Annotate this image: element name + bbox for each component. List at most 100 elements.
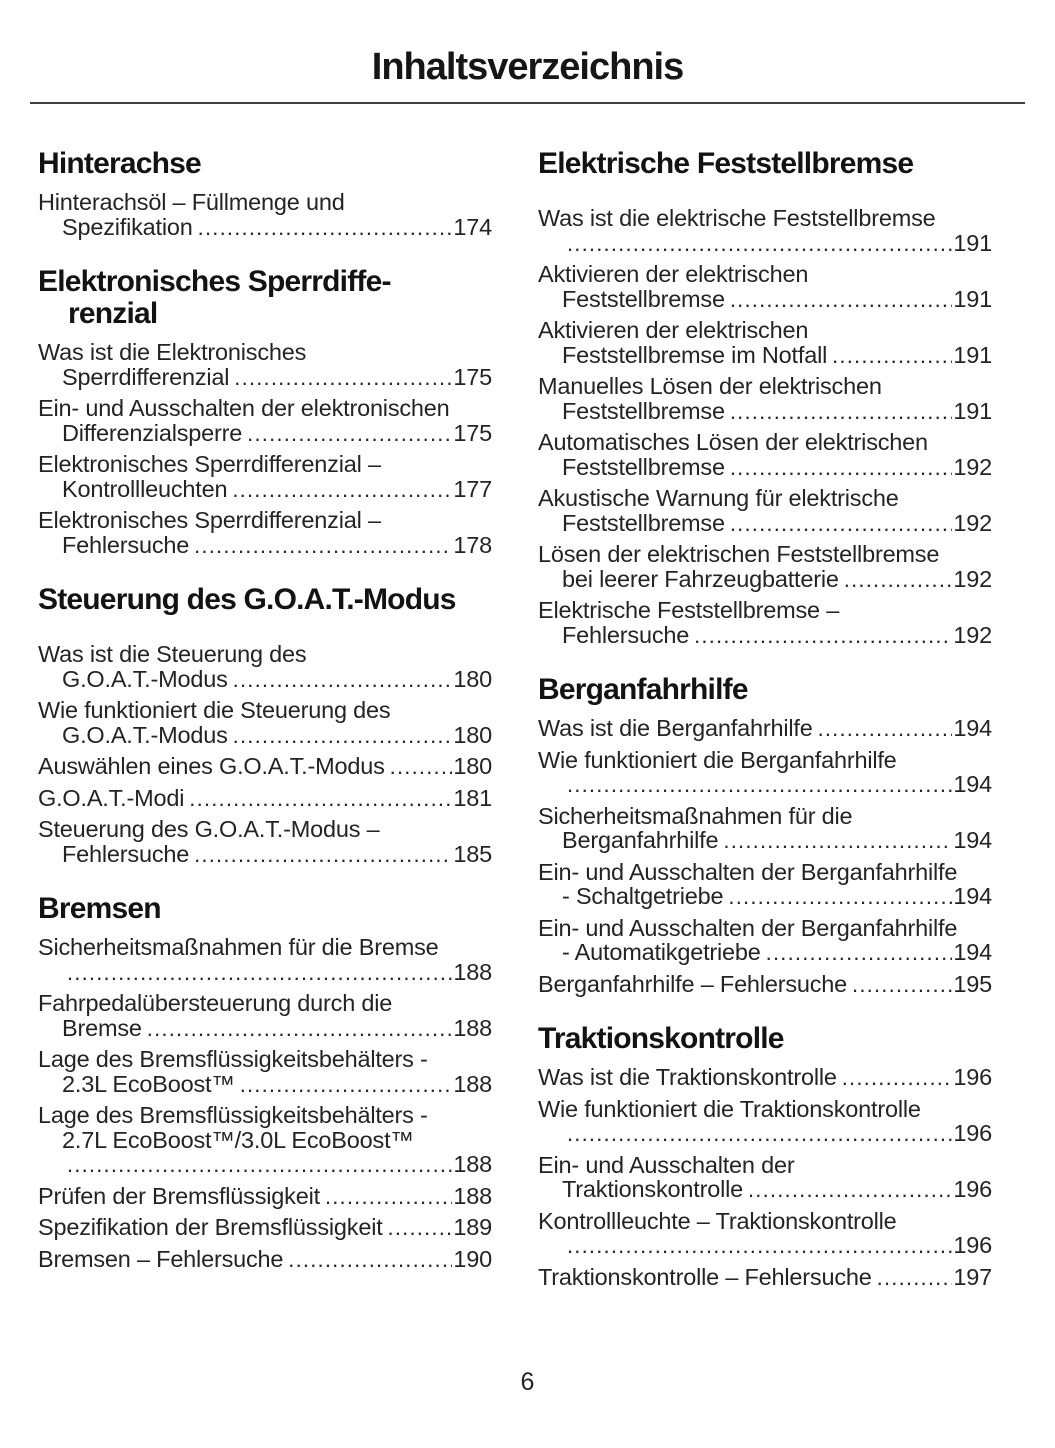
toc-entry-text: Manuelles Lösen der elektrischen <box>538 373 882 399</box>
toc-entry-line: Fehlersuche 178 <box>38 531 492 559</box>
page-ref: 194 <box>953 827 992 853</box>
toc-entry: Prüfen der Bremsflüssigkeit 188 <box>38 1183 492 1210</box>
leader-dots <box>766 940 953 966</box>
leader-dots <box>832 343 952 369</box>
toc-entry-text: Spezifikation der Bremsflüssigkeit <box>38 1214 383 1240</box>
leader-dots <box>730 399 953 425</box>
toc-entry: G.O.A.T.-Modi 181 <box>38 784 492 812</box>
toc-entry-text: Sicherheitsmaßnahmen für die Bremse <box>38 934 439 960</box>
toc-entry-text: Ein- und Ausschalten der elektronischen <box>38 395 450 421</box>
toc-entry-line: 188 <box>38 959 492 986</box>
section-heading: Hinterachse <box>38 148 492 180</box>
toc-entry: Sicherheitsmaßnahmen für die Berganfahrhi… <box>538 802 992 854</box>
section-heading: Steuerung des G.O.A.T.-Modus <box>38 584 492 616</box>
leader-dots <box>147 1016 453 1042</box>
page-ref: 192 <box>953 621 992 648</box>
toc-entry: Elektronisches Sperrdifferenzial – Kontro… <box>38 452 492 502</box>
toc-entry-text: Fehlersuche <box>62 531 190 558</box>
toc-entry-text: Differenzialsperre <box>62 419 243 446</box>
page-ref: 189 <box>453 1214 492 1240</box>
toc-entry-line: Feststellbremse 192 <box>538 509 992 537</box>
toc-entry-text: Was ist die Traktionskontrolle <box>538 1064 837 1090</box>
toc-columns: Hinterachse Hinterachsöl – Füllmenge und S… <box>0 104 1055 1296</box>
toc-entry-text: Ein- und Ausschalten der Berganfahrhilfe <box>538 858 958 885</box>
toc-entry-line: Kontrollleuchte – Traktionskontrolle <box>538 1207 992 1234</box>
toc-entry-line: Was ist die Berganfahrhilfe 194 <box>538 716 992 742</box>
toc-entry-line: Wie funktioniert die Berganfahrhilfe <box>538 747 992 773</box>
leader-dots <box>234 365 452 391</box>
section-heading-line: Elektrische Feststellbremse <box>538 147 914 180</box>
toc-entry-text: Fehlersuche <box>562 621 690 648</box>
toc-entry-line: Was ist die Traktionskontrolle 196 <box>538 1065 992 1091</box>
toc-entry-text: Feststellbremse <box>562 397 725 424</box>
leader-dots <box>694 623 952 649</box>
toc-entry-text: Steuerung des G.O.A.T.-Modus – <box>38 816 380 842</box>
toc-entry-text: Feststellbremse <box>562 453 725 480</box>
toc-entry-line: 2.7L EcoBoost™/3.0L EcoBoost™ <box>38 1127 492 1153</box>
leader-dots <box>288 1247 452 1273</box>
toc-entry-text: G.O.A.T.-Modus <box>62 721 228 748</box>
toc-entry-line: Sicherheitsmaßnahmen für die <box>538 802 992 829</box>
leader-dots <box>240 1072 453 1098</box>
toc-section: Bremsen Sicherheitsmaßnahmen für die Brem… <box>38 893 492 1272</box>
leader-dots <box>567 772 952 798</box>
toc-entry-line: Feststellbremse 191 <box>538 397 992 425</box>
toc-section: Elektrische Feststellbremse Was ist die e… <box>538 148 992 648</box>
section-heading: Elektrische Feststellbremse <box>538 148 992 180</box>
section-heading-line: Hinterachse <box>38 147 202 180</box>
section-heading-line: Berganfahrhilfe <box>538 673 749 706</box>
toc-entry-line: Wie funktioniert die Steuerung des <box>38 698 492 723</box>
toc-entry-line: Sicherheitsmaßnahmen für die Bremse <box>38 935 492 960</box>
toc-entry-line: Automatisches Lösen der elektrischen <box>538 430 992 455</box>
toc-entry-line: Spezifikation der Bremsflüssigkeit 189 <box>38 1215 492 1241</box>
toc-entry-text: Kontrollleuchte – Traktionskontrolle <box>538 1207 897 1234</box>
toc-entry-text: Elektronisches Sperrdifferenzial – <box>38 507 381 533</box>
toc-entry-line: 194 <box>538 772 992 798</box>
toc-entry-line: G.O.A.T.-Modus 180 <box>38 721 492 749</box>
page-ref: 192 <box>953 509 992 536</box>
toc-entry: Berganfahrhilfe – Fehlersuche 195 <box>538 971 992 998</box>
toc-entry-text: Berganfahrhilfe <box>562 827 719 853</box>
toc-entry: Spezifikation der Bremsflüssigkeit 189 <box>38 1215 492 1241</box>
toc-entry-text: G.O.A.T.-Modi <box>38 784 185 811</box>
toc-entry-text: Aktivieren der elektrischen <box>538 261 809 287</box>
toc-entry-line: Fehlersuche 192 <box>538 621 992 649</box>
page-title: Inhaltsverzeichnis <box>371 46 684 88</box>
toc-entry-line: Manuelles Lösen der elektrischen <box>538 374 992 399</box>
toc-entry-line: Was ist die elektrische Feststellbremse <box>538 206 992 231</box>
toc-entry-text: Elektronisches Sperrdifferenzial – <box>38 451 381 477</box>
toc-entry-text: Sicherheitsmaßnahmen für die <box>538 802 853 829</box>
toc-entry-line: - Automatikgetriebe 194 <box>538 940 992 966</box>
toc-entry-line: Wie funktioniert die Traktionskontrolle <box>538 1096 992 1122</box>
toc-entry-line: 191 <box>538 230 992 257</box>
toc-entry-line: Ein- und Ausschalten der elektronischen <box>38 396 492 421</box>
section-heading-line: Steuerung des G.O.A.T.-Modus <box>38 583 456 616</box>
toc-entry-text: - Automatikgetriebe <box>562 939 761 965</box>
toc-column-2: Elektrische Feststellbremse Was ist die e… <box>538 148 992 1296</box>
page-ref: 190 <box>453 1245 492 1272</box>
toc-entry: Wie funktioniert die Berganfahrhilfe 194 <box>538 747 992 798</box>
toc-entry-text: Kontrollleuchten <box>62 475 228 502</box>
toc-entry-line: Bremse 188 <box>38 1015 492 1042</box>
toc-entry-line: Feststellbremse 191 <box>538 286 992 313</box>
toc-section: Berganfahrhilfe Was ist die Berganfahrhil… <box>538 674 992 997</box>
toc-entry-line: Elektronisches Sperrdifferenzial – <box>38 452 492 477</box>
toc-entry: Hinterachsöl – Füllmenge und Spezifikatio… <box>38 190 492 240</box>
toc-entry: Traktionskontrolle – Fehlersuche 197 <box>538 1264 992 1291</box>
toc-entry: Ein- und Ausschalten der Berganfahrhilfe… <box>538 858 992 910</box>
toc-entry-text: Automatisches Lösen der elektrischen <box>538 429 928 455</box>
leader-dots <box>67 1152 452 1178</box>
page-ref: 177 <box>453 475 492 502</box>
leader-dots <box>194 533 452 559</box>
toc-entry-text: bei leerer Fahrzeugbatterie <box>562 565 839 592</box>
toc-entry: Lösen der elektrischen Feststellbremse be… <box>538 542 992 592</box>
toc-entry-line: 196 <box>538 1233 992 1259</box>
page-ref: 175 <box>453 363 492 390</box>
page-ref: 191 <box>953 397 992 424</box>
page-ref: 196 <box>953 1120 992 1146</box>
toc-entry-text: Lösen der elektrischen Feststellbremse <box>538 541 940 567</box>
toc-entry-text: Was ist die elektrische Feststellbremse <box>538 205 936 231</box>
toc-entry: Aktivieren der elektrischen Feststellbrem… <box>538 262 992 312</box>
leader-dots <box>189 786 452 812</box>
page-ref: 191 <box>953 341 992 368</box>
